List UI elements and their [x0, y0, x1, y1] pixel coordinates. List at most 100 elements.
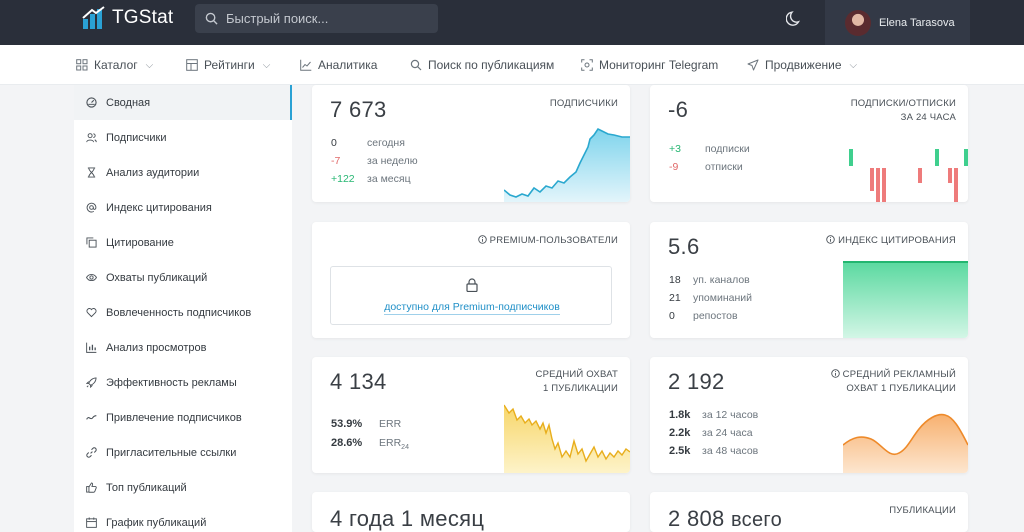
info-icon	[826, 235, 835, 244]
stat-row: -9 отписки	[669, 161, 743, 173]
citation-index-card[interactable]: 5.6 ИНДЕКС ЦИТИРОВАНИЯ 18 уп. каналов 21 у…	[650, 222, 968, 338]
ad-reach-card[interactable]: 2 192 СРЕДНИЙ РЕКЛАМНЫЙ ОХВАТ 1 ПУБЛИКАЦИ…	[650, 357, 968, 473]
stat-label: за месяц	[367, 173, 411, 185]
sidebar-item-top-posts[interactable]: Топ публикаций	[74, 470, 292, 505]
trend-icon	[86, 415, 97, 420]
posts-card[interactable]: 2 808 всего ПУБЛИКАЦИИ	[650, 492, 968, 532]
main-nav: Каталог ⌵ Рейтинги ⌵ Аналитика Поиск по …	[0, 45, 1024, 85]
send-icon	[747, 59, 759, 71]
ad-reach-chart	[843, 413, 968, 473]
subscribers-sparkline	[504, 127, 630, 202]
posts-value: 2 808 всего	[668, 506, 782, 532]
sidebar-item-citation[interactable]: Цитирование	[74, 225, 292, 260]
sidebar-item-label: Цитирование	[106, 236, 174, 249]
stat-label: за 48 часов	[702, 445, 759, 457]
nav-label: Мониторинг Telegram	[599, 58, 719, 72]
stat-value: 1.8k	[669, 409, 691, 421]
sidebar-item-label: Анализ просмотров	[106, 341, 207, 354]
sidebar-item-citation-index[interactable]: Индекс цитирования	[74, 190, 292, 225]
reach-value: 4 134	[330, 369, 387, 394]
premium-lock-box[interactable]: доступно для Premium-подписчиков	[330, 266, 612, 325]
caption-line: СРЕДНИЙ РЕКЛАМНЫЙ	[842, 369, 956, 380]
sidebar-item-posting-schedule[interactable]: График публикаций	[74, 505, 292, 532]
stat-value: -7	[331, 155, 341, 167]
stat-row: 18 уп. каналов	[669, 274, 750, 286]
stat-row: 1.8k за 12 часов	[669, 409, 758, 421]
sidebar-item-summary[interactable]: Сводная	[74, 85, 292, 120]
nav-item-ratings[interactable]: Рейтинги ⌵	[186, 45, 270, 85]
stat-value: 18	[669, 274, 681, 286]
stat-label: за 24 часа	[702, 427, 753, 439]
average-reach-card[interactable]: 4 134 СРЕДНИЙ ОХВАТ 1 ПУБЛИКАЦИИ 53.9% ERR…	[312, 357, 630, 473]
sidebar-item-subscribers[interactable]: Подписчики	[74, 120, 292, 155]
stat-value: +3	[669, 143, 681, 155]
at-icon	[86, 202, 97, 213]
stat-row: 28.6% ERR24	[331, 437, 409, 451]
sidebar-item-invite-links[interactable]: Пригласительные ссылки	[74, 435, 292, 470]
channel-age-card[interactable]: 4 года 1 месяц	[312, 492, 630, 532]
sidebar-item-engagement[interactable]: Вовлеченность подписчиков	[74, 295, 292, 330]
caption-text: PREMIUM-ПОЛЬЗОВАТЕЛИ	[489, 235, 618, 246]
grid-icon	[76, 59, 88, 71]
sidebar-item-label: Вовлеченность подписчиков	[106, 306, 252, 319]
sidebar: Сводная Подписчики Анализ аудитории Инде…	[74, 85, 292, 532]
chevron-down-icon: ⌵	[262, 59, 271, 71]
daily-subs-card[interactable]: -6 ПОДПИСКИ/ОТПИСКИ ЗА 24 ЧАСА +3 подписки…	[650, 85, 968, 202]
thumbs-up-icon	[86, 482, 97, 493]
subs-unsubs-chart	[849, 149, 968, 202]
logo[interactable]: TGStat	[82, 6, 173, 30]
stat-value: 53.9%	[331, 418, 363, 430]
stat-row: 21 упоминаний	[669, 292, 752, 304]
sidebar-item-subscriber-growth[interactable]: Привлечение подписчиков	[74, 400, 292, 435]
stat-value: 0	[669, 310, 675, 322]
sidebar-item-label: Индекс цитирования	[106, 201, 212, 214]
subscribers-card[interactable]: 7 673 ПОДПИСЧИКИ 0 сегодня -7 за неделю +1…	[312, 85, 630, 202]
stat-label-sub: 24	[401, 444, 409, 452]
stat-value: 2.5k	[669, 445, 691, 457]
sidebar-item-ad-efficiency[interactable]: Эффективность рекламы	[74, 365, 292, 400]
nav-item-analytics[interactable]: Аналитика	[300, 45, 377, 85]
sidebar-item-label: Сводная	[106, 96, 151, 109]
sidebar-item-label: График публикаций	[106, 516, 207, 529]
sidebar-item-reach[interactable]: Охваты публикаций	[74, 260, 292, 295]
premium-link[interactable]: доступно для Premium-подписчиков	[331, 301, 613, 315]
caption-line: ОХВАТ 1 ПУБЛИКАЦИИ	[846, 383, 956, 394]
reach-caption: СРЕДНИЙ ОХВАТ 1 ПУБЛИКАЦИИ	[536, 368, 618, 396]
rocket-icon	[86, 377, 97, 388]
table-icon	[186, 59, 198, 71]
nav-item-monitoring[interactable]: Мониторинг Telegram	[581, 45, 718, 85]
stat-row: 0 репостов	[669, 310, 738, 322]
line-chart-icon	[300, 59, 312, 71]
nav-item-promotion[interactable]: Продвижение ⌵	[747, 45, 857, 85]
stat-value: +122	[331, 173, 355, 185]
nav-item-catalog[interactable]: Каталог ⌵	[76, 45, 153, 85]
calendar-icon	[86, 517, 97, 528]
search-box[interactable]	[195, 4, 438, 33]
stat-label: подписки	[705, 143, 750, 155]
reach-chart	[504, 404, 630, 473]
caption-line: СРЕДНИЙ ОХВАТ	[535, 369, 618, 380]
sidebar-item-views-analysis[interactable]: Анализ просмотров	[74, 330, 292, 365]
sidebar-item-label: Топ публикаций	[106, 481, 187, 494]
premium-link-text[interactable]: доступно для Premium-подписчиков	[384, 301, 560, 315]
daily-value: -6	[668, 97, 689, 122]
logo-text: TGStat	[112, 7, 174, 28]
nav-label: Поиск по публикациям	[428, 58, 555, 72]
top-bar: TGStat Elena Tarasova	[0, 0, 1024, 45]
sidebar-item-audience-analysis[interactable]: Анализ аудитории	[74, 155, 292, 190]
heart-icon	[86, 308, 97, 318]
sidebar-item-label: Анализ аудитории	[106, 166, 200, 179]
moon-icon[interactable]	[786, 9, 804, 27]
stat-row: 2.5k за 48 часов	[669, 445, 758, 457]
stat-value: 2.2k	[669, 427, 691, 439]
sidebar-item-label: Охваты публикаций	[106, 271, 208, 284]
hourglass-icon	[87, 167, 96, 178]
search-input[interactable]	[226, 11, 426, 26]
stat-value: 0	[331, 137, 337, 149]
user-menu[interactable]: Elena Tarasova	[825, 0, 970, 45]
subscribers-caption: ПОДПИСЧИКИ	[549, 98, 618, 109]
sidebar-item-label: Пригласительные ссылки	[106, 446, 237, 459]
stat-label: репостов	[693, 310, 738, 322]
nav-item-post-search[interactable]: Поиск по публикациям	[410, 45, 554, 85]
sidebar-item-label: Привлечение подписчиков	[106, 411, 242, 424]
